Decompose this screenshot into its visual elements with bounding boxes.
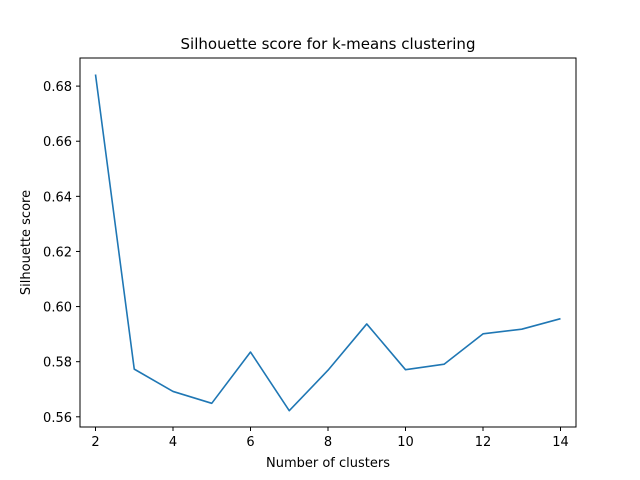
chart-title: Silhouette score for k-means clustering bbox=[181, 35, 476, 53]
x-tick-label: 8 bbox=[324, 435, 332, 450]
y-axis-ticks: 0.56 0.58 0.60 0.62 0.64 0.66 0.68 bbox=[43, 80, 80, 426]
data-point bbox=[211, 402, 213, 404]
data-point bbox=[288, 410, 290, 412]
y-tick-label: 0.68 bbox=[43, 80, 72, 95]
data-point bbox=[133, 368, 135, 370]
x-tick-label: 4 bbox=[169, 435, 177, 450]
data-point bbox=[521, 328, 523, 330]
data-point bbox=[172, 390, 174, 392]
series-layer bbox=[94, 73, 561, 412]
x-axis-label: Number of clusters bbox=[266, 456, 390, 471]
x-tick-label: 10 bbox=[397, 435, 414, 450]
y-tick-label: 0.64 bbox=[43, 190, 72, 205]
data-point bbox=[366, 323, 368, 325]
y-axis-label: Silhouette score bbox=[19, 190, 34, 295]
y-tick-label: 0.58 bbox=[43, 356, 72, 371]
data-point bbox=[94, 73, 96, 75]
data-point bbox=[327, 369, 329, 371]
y-tick-label: 0.60 bbox=[43, 301, 72, 316]
series-line-silhouette bbox=[94, 74, 561, 412]
x-tick-label: 14 bbox=[552, 435, 569, 450]
data-point bbox=[559, 317, 561, 319]
y-tick-label: 0.62 bbox=[43, 245, 72, 260]
data-point bbox=[482, 333, 484, 335]
y-tick-label: 0.56 bbox=[43, 411, 72, 426]
data-point bbox=[443, 363, 445, 365]
y-tick-label: 0.66 bbox=[43, 135, 72, 150]
x-tick-label: 12 bbox=[475, 435, 492, 450]
x-tick-label: 6 bbox=[246, 435, 254, 450]
x-tick-label: 2 bbox=[91, 435, 99, 450]
x-axis-ticks: 2 4 6 8 10 12 14 bbox=[91, 427, 569, 450]
data-point bbox=[249, 351, 251, 353]
data-point bbox=[404, 368, 406, 370]
plot-frame bbox=[79, 57, 577, 428]
